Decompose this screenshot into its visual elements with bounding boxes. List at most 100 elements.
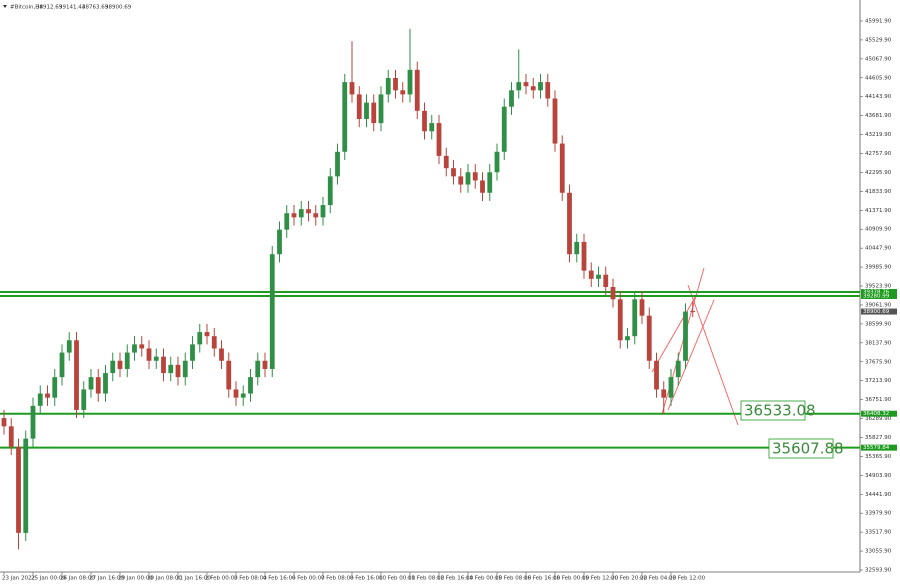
x-tick-label: 6 Feb 00:00	[292, 576, 325, 582]
header-low: 38763.69	[82, 5, 109, 11]
candle-body	[356, 94, 362, 119]
y-tick-label: 38137.90	[865, 340, 892, 346]
candle-body	[487, 172, 493, 193]
candle-body	[8, 426, 14, 447]
candle-body	[335, 151, 340, 177]
x-tick-label: 23 Feb 12:00	[669, 576, 706, 582]
candle-body	[538, 82, 543, 91]
candle-body	[559, 143, 565, 193]
candle-body	[182, 360, 188, 378]
x-tick-label: 25 Jan 00:00	[31, 576, 66, 582]
header-high: 39141.44	[59, 5, 86, 11]
candle-body	[552, 98, 558, 144]
level-tag	[861, 292, 897, 299]
y-tick-label: 36751.90	[865, 397, 892, 403]
x-tick-label: 22 Feb 04:00	[640, 576, 677, 582]
candle-body	[690, 311, 696, 313]
y-tick-label: 35827.90	[865, 435, 892, 441]
candle-body	[683, 311, 688, 361]
symbol-title: #Bitcoin,H4	[10, 5, 43, 11]
y-tick-label: 32593.90	[865, 567, 892, 573]
candle-body	[45, 393, 50, 398]
candle-body	[81, 389, 87, 410]
candle-body	[110, 360, 116, 374]
y-tick-label: 41371.90	[865, 208, 892, 214]
candle-body	[516, 82, 522, 91]
candle-body	[1, 418, 7, 427]
candle-body	[175, 364, 181, 378]
candle-body	[400, 90, 406, 95]
candle-body	[320, 205, 326, 218]
candle-body	[436, 123, 442, 156]
candle-body	[451, 168, 456, 177]
candle-body	[153, 356, 159, 361]
y-tick-label: 43219.90	[865, 132, 892, 138]
candle-body	[385, 78, 391, 95]
candle-body	[675, 360, 681, 378]
candle-body	[567, 192, 572, 255]
x-tick-label: 27 Jan 16:00	[89, 576, 124, 582]
level-label: 36408.32	[863, 411, 889, 417]
x-tick-label: 7 Feb 08:00	[321, 576, 354, 582]
y-tick-label: 43681.90	[865, 113, 892, 119]
cross-line	[651, 293, 698, 373]
candle-body	[103, 373, 108, 394]
x-tick-label: 3 Feb 08:00	[234, 576, 267, 582]
x-tick-label: 23 Jan 2022	[2, 576, 35, 582]
candle-body	[240, 393, 246, 398]
candle-body	[233, 389, 239, 398]
x-tick-label: 16 Feb 16:00	[524, 576, 561, 582]
y-tick-label: 44143.90	[865, 94, 892, 100]
x-tick-label: 8 Feb 16:00	[350, 576, 383, 582]
candle-body	[269, 254, 275, 369]
annotation: 35607.88	[772, 440, 844, 458]
x-tick-label: 29 Jan 00:00	[118, 576, 153, 582]
header-close: 38900.69	[105, 5, 132, 11]
current-price: 38900.69	[863, 309, 890, 315]
candle-body	[255, 360, 261, 378]
y-tick-label: 42295.90	[865, 170, 892, 176]
x-tick-label: 12 Feb 16:00	[437, 576, 474, 582]
annotation-box	[740, 400, 806, 421]
candle-body	[472, 172, 478, 181]
candle-body	[262, 360, 268, 369]
y-tick-label: 45529.90	[865, 37, 892, 43]
candle-body	[414, 69, 420, 111]
symbol-arrow	[3, 5, 7, 8]
y-tick-label: 39061.90	[865, 302, 892, 308]
y-tick-label: 40447.90	[865, 246, 892, 252]
candle-body	[88, 377, 94, 390]
x-tick-label: 11 Feb 08:00	[408, 576, 445, 582]
y-tick-label: 37213.90	[865, 378, 892, 384]
header-open: 38912.69	[36, 5, 63, 11]
candle-body	[364, 102, 369, 119]
candle-body	[661, 389, 667, 398]
level-label: 35579.84	[863, 445, 890, 451]
y-tick-label: 42757.90	[865, 151, 892, 157]
candle-body	[632, 299, 638, 337]
x-tick-label: 20 Feb 20:00	[611, 576, 648, 582]
candle-body	[146, 348, 152, 361]
candle-body	[16, 446, 21, 533]
candle-body	[501, 106, 507, 152]
x-tick-label: 2 Feb 00:00	[205, 576, 238, 582]
candle-body	[277, 229, 282, 255]
y-tick-label: 44605.90	[865, 75, 892, 81]
y-tick-label: 34903.90	[865, 473, 892, 479]
candle-body	[596, 274, 601, 279]
y-tick-label: 37675.90	[865, 359, 892, 365]
x-tick-label: 26 Jan 08:00	[60, 576, 95, 582]
candle-body	[646, 315, 652, 361]
candle-body	[610, 287, 616, 300]
candle-body	[211, 336, 217, 349]
x-tick-label: 4 Feb 16:00	[263, 576, 296, 582]
x-tick-label: 30 Jan 08:00	[147, 576, 182, 582]
price-tag	[861, 308, 897, 315]
candle-body	[603, 274, 609, 288]
candle-body	[443, 155, 449, 169]
y-tick-label: 45067.90	[865, 56, 892, 62]
x-tick-label: 18 Feb 00:00	[553, 576, 590, 582]
y-tick-label: 35365.90	[865, 454, 892, 460]
candle-body	[132, 344, 137, 353]
